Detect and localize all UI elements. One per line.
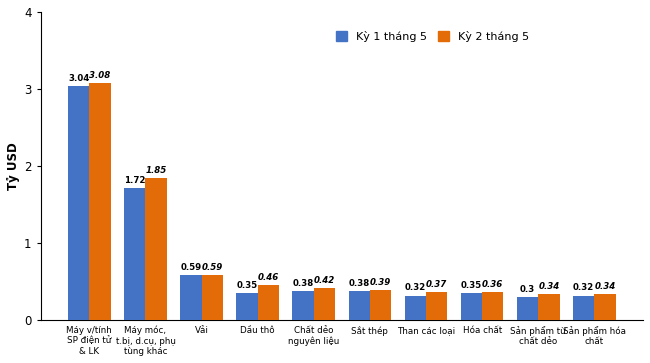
Text: 0.34: 0.34 bbox=[594, 282, 616, 291]
Bar bbox=[292, 291, 314, 320]
Bar bbox=[573, 295, 594, 320]
Text: 0.59: 0.59 bbox=[180, 263, 202, 272]
Bar bbox=[538, 294, 560, 320]
Bar bbox=[594, 294, 616, 320]
Text: 0.32: 0.32 bbox=[573, 284, 594, 293]
Text: 0.34: 0.34 bbox=[538, 282, 560, 291]
Text: 0.38: 0.38 bbox=[292, 279, 314, 288]
Text: 0.3: 0.3 bbox=[520, 285, 535, 294]
Bar bbox=[482, 293, 504, 320]
Bar bbox=[180, 275, 202, 320]
Bar bbox=[124, 188, 146, 320]
Y-axis label: Tỷ USD: Tỷ USD bbox=[7, 142, 20, 190]
Bar bbox=[426, 292, 447, 320]
Bar bbox=[257, 285, 279, 320]
Text: 1.85: 1.85 bbox=[146, 166, 167, 175]
Text: 0.46: 0.46 bbox=[257, 273, 279, 282]
Bar bbox=[202, 275, 223, 320]
Text: 3.04: 3.04 bbox=[68, 74, 89, 83]
Bar bbox=[517, 297, 538, 320]
Bar bbox=[89, 83, 111, 320]
Bar bbox=[68, 86, 89, 320]
Text: 0.59: 0.59 bbox=[202, 263, 223, 272]
Bar bbox=[146, 178, 167, 320]
Text: 1.72: 1.72 bbox=[124, 176, 146, 184]
Bar bbox=[405, 295, 426, 320]
Bar bbox=[314, 288, 335, 320]
Bar bbox=[237, 293, 257, 320]
Text: 0.38: 0.38 bbox=[348, 279, 370, 288]
Text: 0.37: 0.37 bbox=[426, 280, 447, 289]
Legend: Kỳ 1 tháng 5, Kỳ 2 tháng 5: Kỳ 1 tháng 5, Kỳ 2 tháng 5 bbox=[331, 27, 533, 46]
Bar bbox=[461, 293, 482, 320]
Bar bbox=[370, 290, 391, 320]
Text: 0.35: 0.35 bbox=[461, 281, 482, 290]
Text: 0.32: 0.32 bbox=[405, 284, 426, 293]
Text: 0.42: 0.42 bbox=[314, 276, 335, 285]
Bar bbox=[348, 291, 370, 320]
Text: 0.36: 0.36 bbox=[482, 280, 503, 289]
Text: 0.35: 0.35 bbox=[237, 281, 257, 290]
Text: 3.08: 3.08 bbox=[90, 71, 110, 80]
Text: 0.39: 0.39 bbox=[370, 278, 391, 287]
